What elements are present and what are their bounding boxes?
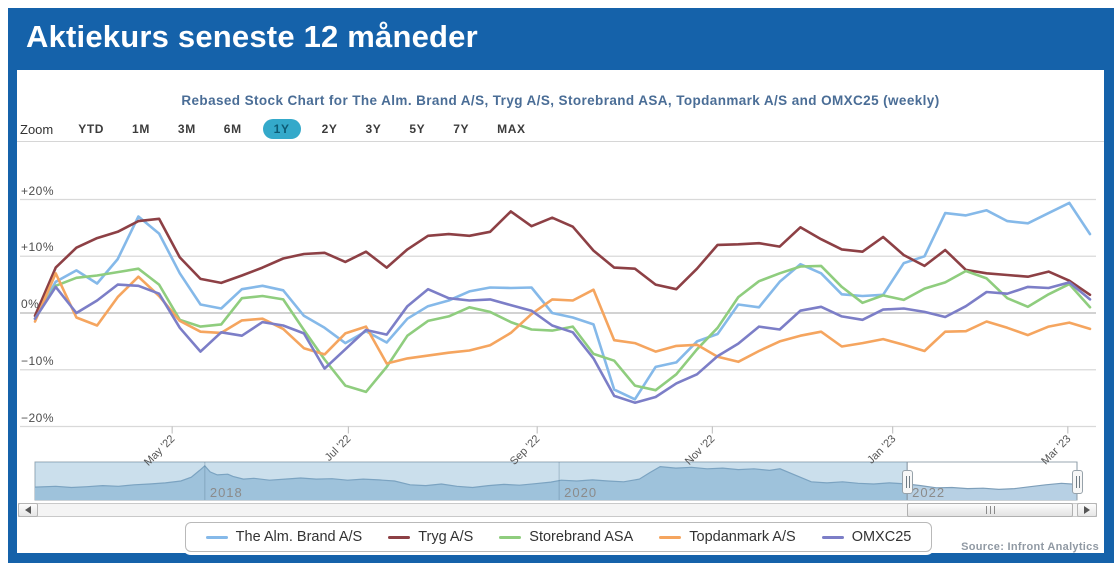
page-title: Aktiekurs seneste 12 måneder xyxy=(26,19,478,54)
scrollbar-right-arrow-button[interactable] xyxy=(1077,503,1097,517)
navigator-handle-left[interactable] xyxy=(902,470,914,494)
zoom-button-3y[interactable]: 3Y xyxy=(358,120,388,138)
series-line-omxc25 xyxy=(33,281,1092,405)
zoom-toolbar-label: Zoom xyxy=(20,121,54,137)
left-arrow-icon xyxy=(25,506,31,514)
zoom-button-1m[interactable]: 1M xyxy=(125,120,157,138)
zoom-button-ytd[interactable]: YTD xyxy=(71,120,111,138)
navigator-handle-right[interactable] xyxy=(1072,470,1083,494)
legend-item-storebrand[interactable]: Storebrand ASA xyxy=(499,529,633,545)
legend-item-topdanmark[interactable]: Topdanmark A/S xyxy=(659,529,796,545)
navigator-area xyxy=(35,465,1077,500)
zoom-button-6m[interactable]: 6M xyxy=(217,120,249,138)
legend-label-alm-brand: The Alm. Brand A/S xyxy=(235,529,363,545)
zoom-button-3m[interactable]: 3M xyxy=(171,120,203,138)
legend-marker-topdanmark xyxy=(659,535,682,539)
scrollbar-thumb[interactable] xyxy=(907,503,1073,517)
navigator-area-line xyxy=(34,464,1078,491)
legend-item-omxc25[interactable]: OMXC25 xyxy=(821,529,912,545)
legend-label-topdanmark: Topdanmark A/S xyxy=(689,529,796,545)
zoom-button-max[interactable]: MAX xyxy=(490,120,532,138)
legend-item-tryg[interactable]: Tryg A/S xyxy=(388,529,473,545)
legend-box: The Alm. Brand A/S Tryg A/S Storebrand ASA… xyxy=(184,522,933,552)
series-line-tryg xyxy=(33,210,1092,318)
slide-header-band xyxy=(8,8,1104,70)
legend-marker-omxc25 xyxy=(821,535,844,539)
zoom-button-7y[interactable]: 7Y xyxy=(446,120,476,138)
legend-label-omxc25: OMXC25 xyxy=(851,529,912,545)
legend-marker-storebrand xyxy=(499,535,522,539)
scrollbar-left-arrow-button[interactable] xyxy=(18,503,38,517)
slide-frame-bottom xyxy=(8,553,1104,563)
chart-title: Rebased Stock Chart for The Alm. Brand A… xyxy=(181,93,940,108)
legend-item-alm-brand[interactable]: The Alm. Brand A/S xyxy=(205,529,363,545)
toolbar-divider xyxy=(17,141,1104,142)
legend-marker-tryg xyxy=(388,535,411,539)
legend-marker-alm-brand xyxy=(205,535,228,539)
zoom-button-1y[interactable]: 1Y xyxy=(262,119,301,139)
source-note: Source: Infront Analytics xyxy=(961,541,1099,553)
right-arrow-icon xyxy=(1084,506,1090,514)
series-line-topdanmark xyxy=(33,271,1092,365)
navigator-mask xyxy=(35,462,908,500)
zoom-button-2y[interactable]: 2Y xyxy=(315,120,345,138)
legend-label-tryg: Tryg A/S xyxy=(418,529,474,545)
legend: The Alm. Brand A/S Tryg A/S Storebrand ASA… xyxy=(0,522,1117,552)
zoom-toolbar: Zoom YTD 1M 3M 6M 1Y 2Y 3Y 5Y 7Y MAX xyxy=(20,118,533,140)
zoom-button-5y[interactable]: 5Y xyxy=(402,120,432,138)
slide-frame-left xyxy=(8,70,17,555)
legend-label-storebrand: Storebrand ASA xyxy=(529,529,634,545)
slide-frame-right xyxy=(1104,8,1114,563)
